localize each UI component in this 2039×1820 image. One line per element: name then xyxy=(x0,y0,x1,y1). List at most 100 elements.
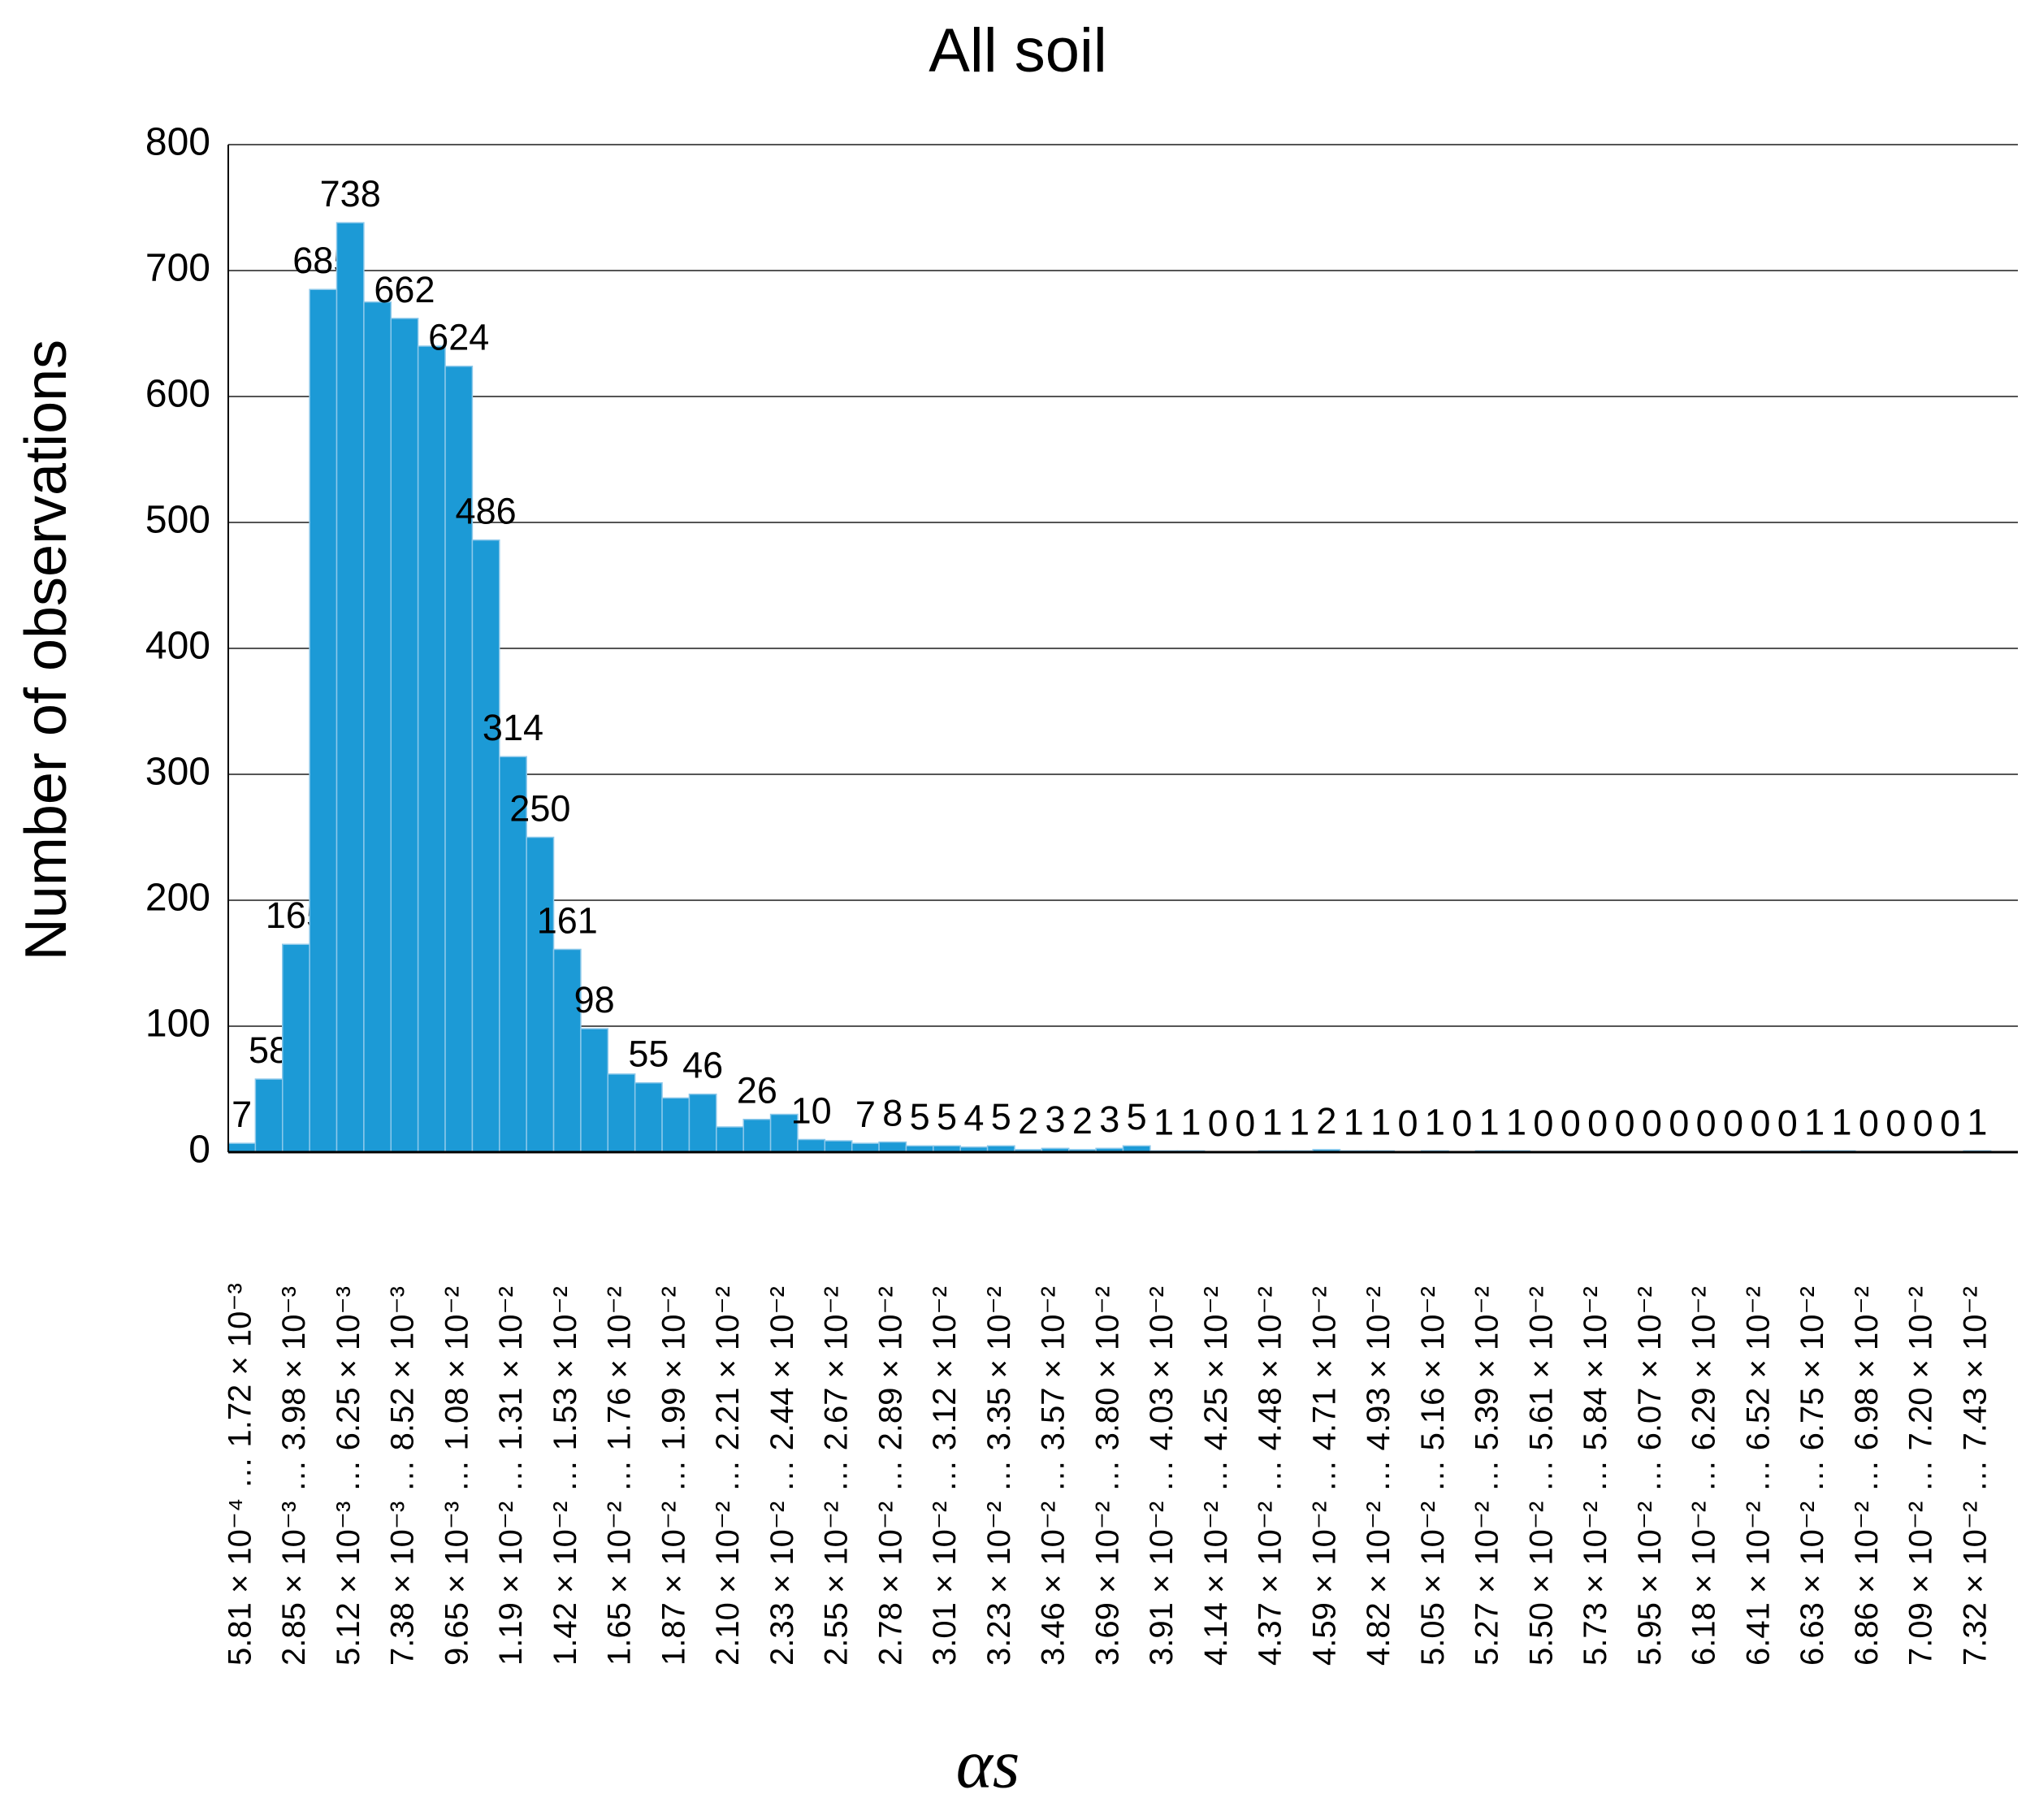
data-label: 8 xyxy=(882,1092,903,1133)
chart-title: All soil xyxy=(929,16,1107,85)
data-label: 4 xyxy=(963,1098,984,1139)
y-tick-label: 300 xyxy=(145,751,210,794)
data-label: 1 xyxy=(1506,1101,1526,1142)
x-tick-label: 3.69 × 10⁻² … 3.80 × 10⁻² xyxy=(1089,1286,1125,1666)
bar xyxy=(526,836,555,1153)
x-tick-label: 5.12 × 10⁻³ … 6.25 × 10⁻³ xyxy=(331,1286,366,1666)
x-tick-label: 2.78 × 10⁻² … 2.89 × 10⁻² xyxy=(872,1286,908,1666)
data-label: 1 xyxy=(1289,1101,1310,1142)
x-tick-label: 5.81 × 10⁻⁴ … 1.72 × 10⁻³ xyxy=(222,1283,258,1666)
data-label: 2 xyxy=(1072,1100,1093,1142)
bar xyxy=(634,1082,663,1153)
x-tick-label: 3.01 × 10⁻² … 3.12 × 10⁻² xyxy=(927,1286,963,1666)
data-label: 0 xyxy=(1913,1103,1933,1144)
data-label: 0 xyxy=(1777,1103,1798,1144)
data-label: 5 xyxy=(937,1096,957,1138)
data-label: 5 xyxy=(1127,1096,1147,1138)
y-tick-label: 600 xyxy=(145,373,210,416)
x-tick-label: 9.65 × 10⁻³ … 1.08 × 10⁻² xyxy=(439,1286,474,1666)
data-label: 314 xyxy=(483,707,543,748)
x-tick-label: 4.37 × 10⁻² … 4.48 × 10⁻² xyxy=(1253,1286,1288,1666)
bar xyxy=(336,222,365,1153)
x-tick-label: 6.41 × 10⁻² … 6.52 × 10⁻² xyxy=(1740,1286,1776,1666)
data-label: 7 xyxy=(855,1094,876,1135)
x-tick-label: 5.27 × 10⁻² … 5.39 × 10⁻² xyxy=(1470,1286,1505,1666)
bar xyxy=(742,1118,772,1153)
data-label: 1 xyxy=(1425,1101,1445,1142)
y-tick-label: 0 xyxy=(188,1129,210,1172)
data-label: 1 xyxy=(1180,1101,1201,1142)
bar xyxy=(769,1113,799,1153)
y-tick-label: 500 xyxy=(145,499,210,542)
data-label: 624 xyxy=(428,317,489,358)
bar xyxy=(254,1078,284,1153)
data-label: 1 xyxy=(1344,1101,1364,1142)
x-tick-label: 4.14 × 10⁻² … 4.25 × 10⁻² xyxy=(1198,1286,1234,1666)
data-label: 662 xyxy=(374,269,435,310)
data-label: 738 xyxy=(320,173,381,214)
data-label: 0 xyxy=(1723,1103,1743,1144)
y-tick-label: 200 xyxy=(145,877,210,920)
bar xyxy=(309,288,338,1153)
data-label: 55 xyxy=(628,1034,669,1075)
y-axis-label: Number of observations xyxy=(14,340,79,960)
y-tick-label: 400 xyxy=(145,625,210,668)
bar xyxy=(390,318,419,1153)
data-label: 1 xyxy=(1832,1101,1852,1142)
data-label: 0 xyxy=(1750,1103,1770,1144)
data-label: 0 xyxy=(1397,1103,1418,1144)
data-label: 2 xyxy=(1316,1100,1336,1142)
data-label: 0 xyxy=(1587,1103,1608,1144)
data-label: 1 xyxy=(1370,1101,1391,1142)
x-tick-label: 1.19 × 10⁻² … 1.31 × 10⁻² xyxy=(493,1286,529,1666)
x-tick-label: 5.50 × 10⁻² … 5.61 × 10⁻² xyxy=(1523,1286,1559,1666)
x-tick-label: 5.73 × 10⁻² … 5.84 × 10⁻² xyxy=(1578,1286,1613,1666)
bar xyxy=(363,301,392,1153)
bar xyxy=(824,1140,853,1153)
x-tick-label: 1.87 × 10⁻² … 1.99 × 10⁻² xyxy=(656,1286,691,1666)
data-label: 3 xyxy=(1045,1098,1066,1140)
x-tick-label: 3.23 × 10⁻² … 3.35 × 10⁻² xyxy=(981,1286,1017,1666)
y-tick-label: 700 xyxy=(145,247,210,290)
x-tick-label: 1.42 × 10⁻² … 1.53 × 10⁻² xyxy=(548,1286,583,1666)
bar xyxy=(607,1073,636,1153)
data-label: 2 xyxy=(1018,1100,1038,1142)
bar xyxy=(552,948,582,1153)
data-label: 0 xyxy=(1614,1103,1634,1144)
bar xyxy=(851,1142,880,1153)
bar xyxy=(444,366,474,1153)
data-label: 1 xyxy=(1262,1101,1283,1142)
x-tick-label: 2.10 × 10⁻² … 2.21 × 10⁻² xyxy=(710,1286,746,1666)
bar xyxy=(227,1142,257,1153)
x-tick-label: 1.65 × 10⁻² … 1.76 × 10⁻² xyxy=(602,1286,638,1666)
data-label: 26 xyxy=(737,1070,777,1112)
data-label: 0 xyxy=(1533,1103,1553,1144)
y-tick-label: 100 xyxy=(145,1003,210,1046)
data-label: 98 xyxy=(574,979,615,1020)
bar xyxy=(580,1028,609,1153)
x-tick-label: 6.86 × 10⁻² … 6.98 × 10⁻² xyxy=(1849,1286,1885,1666)
x-tick-label: 4.59 × 10⁻² … 4.71 × 10⁻² xyxy=(1306,1286,1342,1666)
data-label: 0 xyxy=(1859,1103,1879,1144)
data-label: 0 xyxy=(1208,1103,1228,1144)
bar xyxy=(282,943,310,1153)
x-tick-label: 2.55 × 10⁻² … 2.67 × 10⁻² xyxy=(819,1286,855,1666)
bar xyxy=(878,1141,907,1153)
data-label: 0 xyxy=(1669,1103,1689,1144)
data-label: 10 xyxy=(791,1090,832,1131)
x-axis-label: αs xyxy=(956,1725,1020,1803)
data-label: 1 xyxy=(1804,1101,1825,1142)
data-label: 0 xyxy=(1235,1103,1255,1144)
x-tick-label: 6.63 × 10⁻² … 6.75 × 10⁻² xyxy=(1794,1286,1830,1666)
data-label: 0 xyxy=(1696,1103,1716,1144)
data-label: 0 xyxy=(1940,1103,1960,1144)
data-label: 161 xyxy=(537,899,598,941)
data-label: 1 xyxy=(1479,1101,1500,1142)
x-tick-label: 3.91 × 10⁻² … 4.03 × 10⁻² xyxy=(1144,1286,1180,1666)
x-tick-label: 7.38 × 10⁻³ … 8.52 × 10⁻³ xyxy=(385,1286,421,1666)
bar xyxy=(471,539,500,1153)
x-tick-label: 4.82 × 10⁻² … 4.93 × 10⁻² xyxy=(1361,1286,1396,1666)
y-tick-label: 800 xyxy=(145,121,210,164)
data-label: 5 xyxy=(910,1096,930,1138)
data-label: 1 xyxy=(1967,1101,1987,1142)
